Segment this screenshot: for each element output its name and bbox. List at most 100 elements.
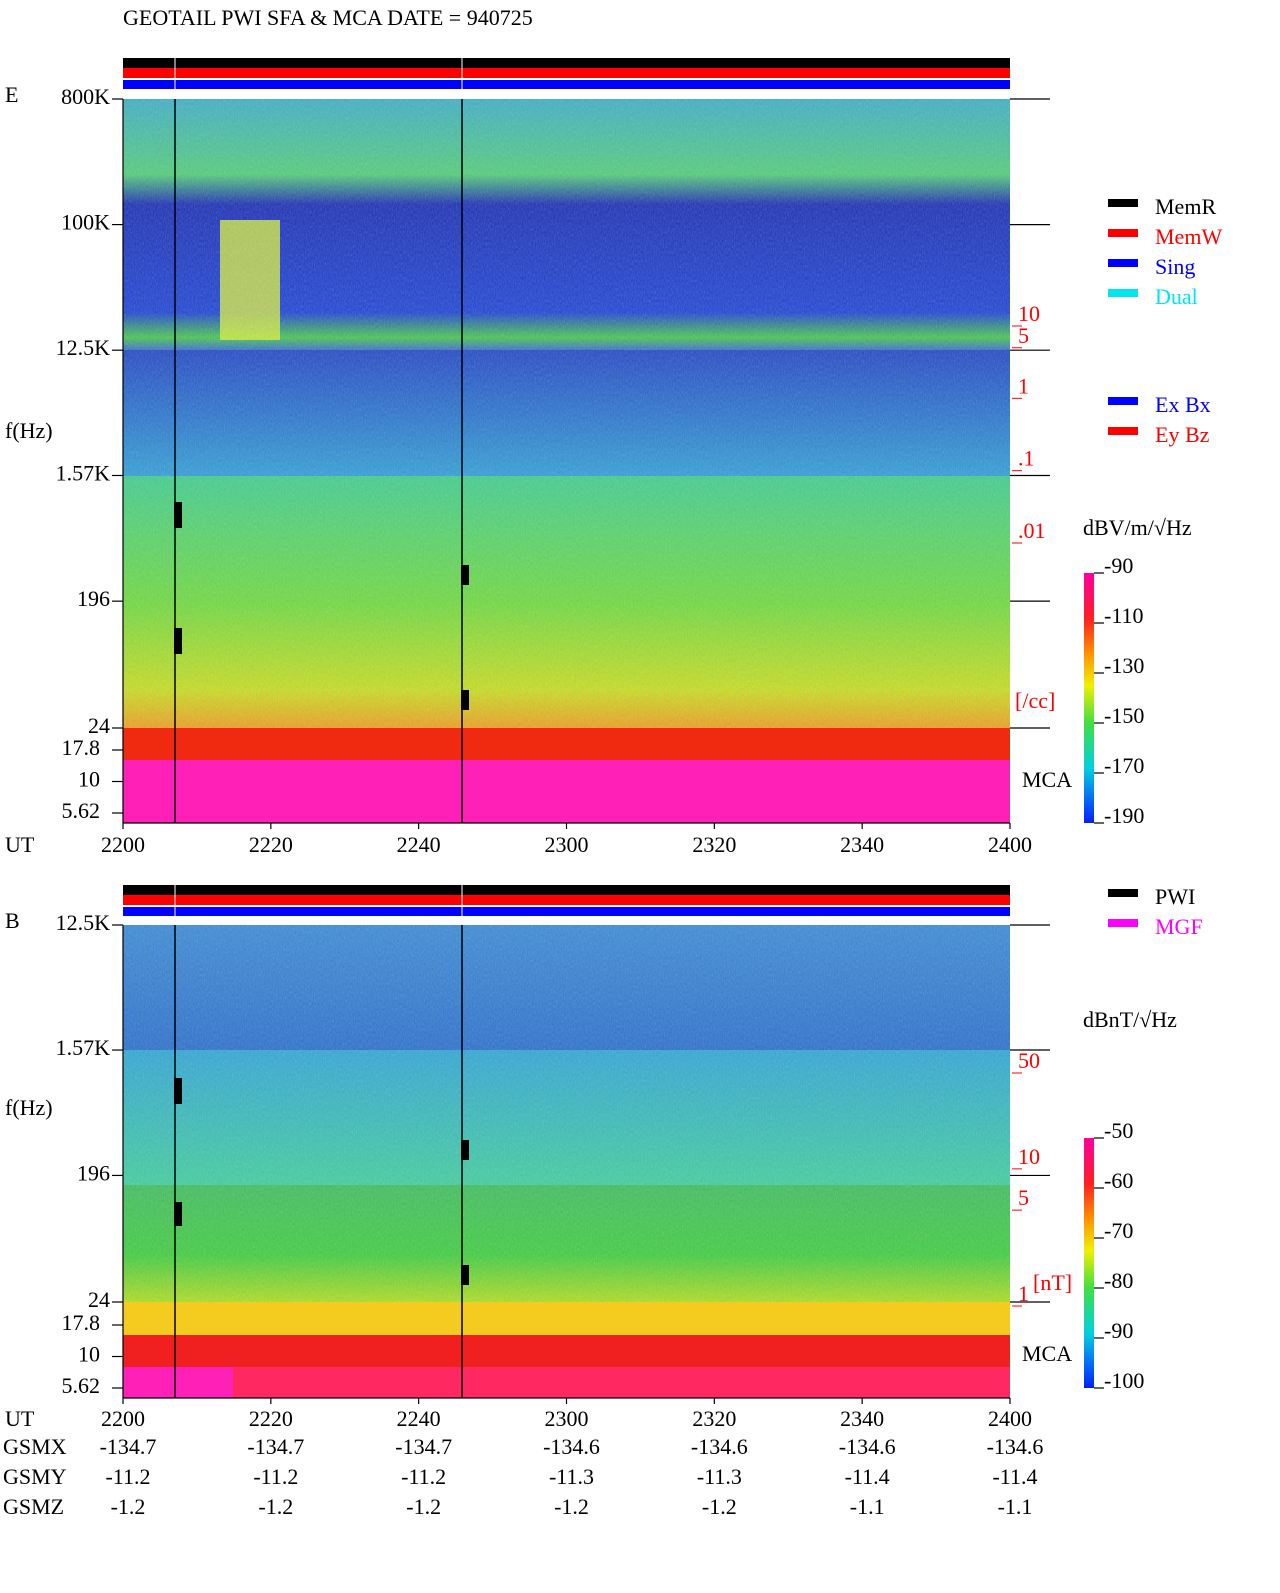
orbit-value: -1.2 xyxy=(111,1494,146,1519)
orbit-row-label: GSMY xyxy=(3,1464,67,1489)
y-tick-label: 24 xyxy=(88,713,110,738)
density-tick-label: 5 xyxy=(1018,323,1029,348)
colorbar-tick-label: -110 xyxy=(1104,603,1144,628)
colorbar-tick-label: -170 xyxy=(1104,753,1144,778)
status-bars xyxy=(123,58,1010,916)
x-tick-label: 2240 xyxy=(397,1406,441,1431)
x-tick-label: 2220 xyxy=(249,1406,293,1431)
legend-label: MemR xyxy=(1155,194,1216,219)
mca-tick-label: 10 xyxy=(78,767,100,792)
legend-label: MGF xyxy=(1155,914,1203,939)
y-tick-label: 1.57K xyxy=(56,461,111,486)
mca-tick-label: 17.8 xyxy=(62,1310,101,1335)
y-tick-label: 100K xyxy=(61,210,110,235)
density-tick-label: 10 xyxy=(1018,1144,1040,1169)
density-unit: [nT] xyxy=(1033,1270,1072,1295)
orbit-value: -134.6 xyxy=(839,1434,896,1459)
orbit-value: -1.2 xyxy=(554,1494,589,1519)
y-tick-label: 1.57K xyxy=(56,1035,111,1060)
legend-swatch xyxy=(1108,229,1138,237)
mca-tick-label: 5.62 xyxy=(62,1373,101,1398)
y-tick-label: 196 xyxy=(77,586,110,611)
density-tick-label: 5 xyxy=(1018,1185,1029,1210)
panel-label: E xyxy=(5,82,18,107)
mca-tick-label: 5.62 xyxy=(62,798,101,823)
panel-label: B xyxy=(5,908,20,933)
orbit-value: -11.4 xyxy=(992,1464,1037,1489)
x-tick-label: 2200 xyxy=(101,832,145,857)
gap-markers xyxy=(174,99,469,1398)
density-tick-label: .1 xyxy=(1018,446,1035,471)
legend-swatch xyxy=(1108,889,1138,897)
density-tick-label: 10 xyxy=(1018,301,1040,326)
spectrogram-e xyxy=(123,99,1010,823)
orbit-value: -134.7 xyxy=(100,1434,157,1459)
legend-label: Ex Bx xyxy=(1155,392,1211,417)
colorbar-unit: dBnT/√Hz xyxy=(1083,1007,1177,1032)
mca-label: MCA xyxy=(1022,767,1072,792)
orbit-value: -11.4 xyxy=(845,1464,890,1489)
x-tick-label: 2340 xyxy=(840,1406,884,1431)
x-tick-label: 2400 xyxy=(988,1406,1032,1431)
colorbar-tick-label: -190 xyxy=(1104,803,1144,828)
colorbar-tick-label: -80 xyxy=(1104,1268,1133,1293)
legend-swatch xyxy=(1108,199,1138,207)
orbit-value: -1.2 xyxy=(406,1494,441,1519)
y-axis-label: f(Hz) xyxy=(5,418,53,443)
colorbar-unit: dBV/m/√Hz xyxy=(1083,515,1192,540)
density-tick-label: 50 xyxy=(1018,1048,1040,1073)
mca-tick-label: 17.8 xyxy=(62,735,101,760)
y-tick-label: 24 xyxy=(88,1287,110,1312)
colorbar-tick-label: -60 xyxy=(1104,1168,1133,1193)
y-tick-label: 12.5K xyxy=(56,910,111,935)
legend-swatch xyxy=(1108,427,1138,435)
orbit-value: -134.7 xyxy=(395,1434,452,1459)
orbit-value: -134.6 xyxy=(543,1434,600,1459)
orbit-value: -1.2 xyxy=(258,1494,293,1519)
x-tick-label: 2400 xyxy=(988,832,1032,857)
x-axis-label: UT xyxy=(5,1406,35,1431)
colorbar-tick-label: -90 xyxy=(1104,553,1133,578)
orbit-value: -11.2 xyxy=(105,1464,150,1489)
colorbar-tick-label: -90 xyxy=(1104,1318,1133,1343)
legend-label: MemW xyxy=(1155,224,1222,249)
orbit-value: -11.3 xyxy=(549,1464,594,1489)
orbit-row-label: GSMX xyxy=(3,1434,67,1459)
orbit-value: -1.1 xyxy=(998,1494,1033,1519)
chart-title: GEOTAIL PWI SFA & MCA DATE = 940725 xyxy=(123,5,533,30)
colorbar xyxy=(1084,573,1094,823)
y-tick-label: 12.5K xyxy=(56,335,111,360)
density-tick-label: 1 xyxy=(1018,373,1029,398)
legend-label: Sing xyxy=(1155,254,1195,279)
legend-swatch xyxy=(1108,919,1138,927)
orbit-value: -11.2 xyxy=(253,1464,298,1489)
orbit-value: -134.7 xyxy=(247,1434,304,1459)
y-tick-label: 196 xyxy=(77,1160,110,1185)
orbit-value: -134.6 xyxy=(691,1434,748,1459)
y-tick-label: 800K xyxy=(61,84,110,109)
legend-swatch xyxy=(1108,259,1138,267)
y-axis-label: f(Hz) xyxy=(5,1095,53,1120)
orbit-row-label: GSMZ xyxy=(3,1494,64,1519)
x-axis-label: UT xyxy=(5,832,35,857)
orbit-value: -134.6 xyxy=(987,1434,1044,1459)
colorbar-tick-label: -130 xyxy=(1104,653,1144,678)
x-tick-label: 2240 xyxy=(397,832,441,857)
x-tick-label: 2220 xyxy=(249,832,293,857)
x-tick-label: 2300 xyxy=(545,1406,589,1431)
orbit-value: -1.1 xyxy=(850,1494,885,1519)
legend-swatch xyxy=(1108,289,1138,297)
x-tick-label: 2300 xyxy=(545,832,589,857)
legend-label: Dual xyxy=(1155,284,1198,309)
mca-tick-label: 10 xyxy=(78,1342,100,1367)
mca-label: MCA xyxy=(1022,1341,1072,1366)
colorbar-tick-label: -50 xyxy=(1104,1118,1133,1143)
x-tick-label: 2320 xyxy=(692,832,736,857)
orbit-value: -11.2 xyxy=(401,1464,446,1489)
x-tick-label: 2340 xyxy=(840,832,884,857)
legend-swatch xyxy=(1108,397,1138,405)
colorbar-tick-label: -150 xyxy=(1104,703,1144,728)
colorbar xyxy=(1084,1138,1094,1388)
